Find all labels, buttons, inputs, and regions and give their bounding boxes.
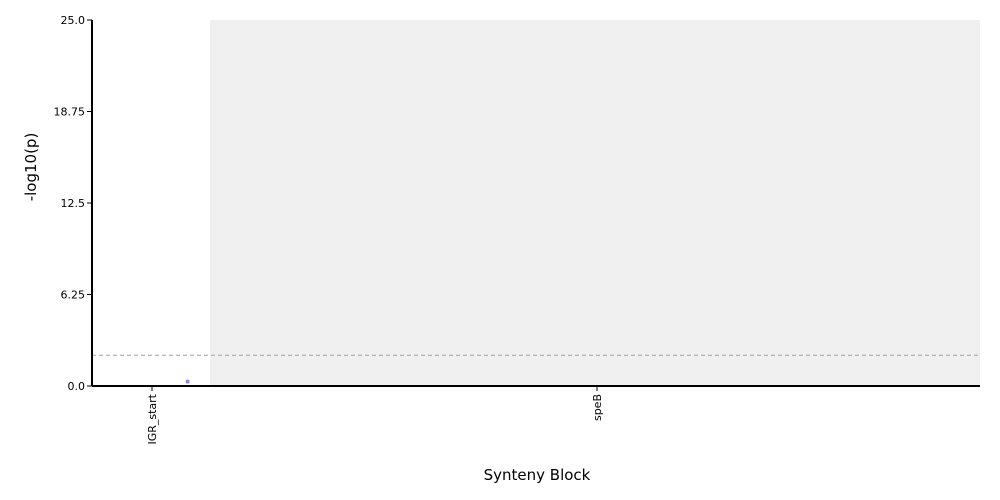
x-tick-label: speB bbox=[591, 394, 604, 421]
y-tick-label: 25.0 bbox=[61, 14, 86, 27]
shaded-region-layer bbox=[210, 20, 980, 386]
y-tick-label: 6.25 bbox=[61, 289, 86, 302]
y-axis-title: -log10(p) bbox=[22, 133, 40, 202]
points-layer bbox=[185, 379, 190, 384]
data-point bbox=[185, 379, 190, 384]
x-axis-ticks: IGR_start speB bbox=[146, 386, 604, 445]
y-tick-label: 0.0 bbox=[68, 380, 86, 393]
shaded-block-speB bbox=[210, 20, 980, 386]
x-tick-label: IGR_start bbox=[146, 393, 159, 444]
y-tick-label: 18.75 bbox=[54, 106, 86, 119]
x-axis-title: Synteny Block bbox=[484, 466, 591, 484]
y-tick-label: 12.5 bbox=[61, 197, 86, 210]
y-axis-ticks: 0.0 6.25 12.5 18.75 25.0 bbox=[54, 14, 92, 393]
